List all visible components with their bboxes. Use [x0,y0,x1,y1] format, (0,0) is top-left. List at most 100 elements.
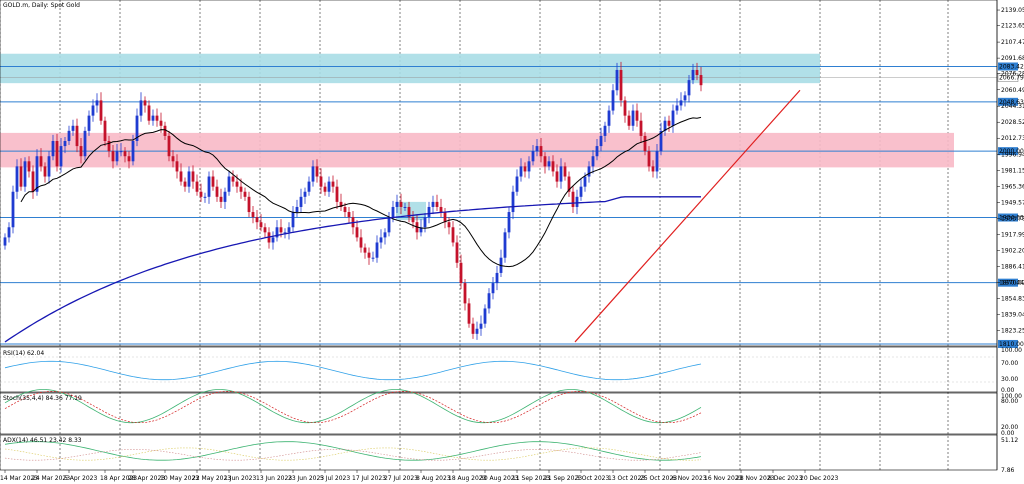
candle-body [55,141,59,167]
candle-body [19,166,23,187]
price-tick-label: 1996.94 [1001,151,1024,158]
price-zones [0,53,954,221]
candle-body [519,166,523,177]
candle-body [195,181,199,192]
price-tick-label: 1981.15 [1001,167,1024,174]
candle-body [451,227,455,243]
time-label: 13 Oct 2023 [608,475,645,482]
candle-body [679,100,683,106]
candle-body [27,161,31,172]
price-tag [998,339,1018,348]
candle-body [579,186,583,197]
candle-body [79,146,83,157]
horizontal-levels [0,65,997,345]
candle-body [687,80,691,96]
candle-body [331,181,335,187]
candle-body [43,166,47,177]
candle-body [551,161,555,172]
price-tick-label: 1933.78 [1001,215,1024,222]
candle-body [239,186,243,192]
time-label: 20 Dec 2023 [800,475,839,482]
candle-body [295,206,299,213]
candle-body [83,130,87,157]
price-tag [998,147,1018,156]
time-label: 21 Sep 2023 [544,475,582,482]
candle-body [91,105,95,116]
candle-body [443,212,447,223]
candle-body [63,141,67,147]
ma-long-line [4,196,701,343]
candle-body [311,166,315,182]
candle-body [539,146,543,157]
candle-body [575,196,579,207]
candle-body [583,176,587,187]
candle-body [219,196,223,202]
candle-body [647,151,651,167]
candle-body [115,151,119,162]
candle-body [611,90,615,111]
candle-body [407,206,411,218]
candle-body [447,222,451,228]
candle-body [475,328,479,334]
candle-body [107,141,111,152]
price-tag [997,73,1019,82]
candle-body [363,247,367,253]
candle-body [635,110,639,121]
time-label: 27 Jul 2023 [384,475,418,482]
candle-body [455,242,459,263]
candle-body [119,151,123,153]
adx-line [4,441,702,461]
pane-tick-label: 0.00 [1001,430,1015,437]
candle-body [371,257,375,259]
candle-body [7,227,11,238]
pane-tick-label: 7.86 [1001,467,1015,474]
stoch-title: Stoch(35,4,4) 84.36 77.19 [3,395,82,402]
candle-body [71,125,75,131]
candle-body [463,283,467,304]
candle-body [203,196,207,198]
pane-tick-label: 51.12 [1001,437,1018,444]
candle-body [243,191,247,197]
candle-body [655,151,659,172]
candle-body [187,171,191,187]
candle-body [175,161,179,172]
rsi-title: RSI(14) 62.04 [3,350,44,357]
price-tick-label: 1965.36 [1001,183,1024,190]
candle-body [287,227,291,233]
price-tag-label: 2048.63 [999,99,1024,106]
candle-body [327,181,331,192]
candle-body [211,176,215,187]
candle-body [395,201,399,207]
candle-body [335,186,339,202]
moving-averages [4,116,702,343]
candle-body [419,227,423,233]
candle-body [523,166,527,172]
candle-body [159,120,163,126]
time-label: 28 Nov 2023 [736,475,775,482]
candle-body [547,161,551,167]
time-label: 3 Oct 2023 [576,475,609,482]
price-tick-label: 1870.62 [1001,279,1024,286]
candle-body [527,161,531,172]
price-tick-label: 1886.41 [1001,263,1024,270]
candle-body [423,217,427,228]
candle-body [223,191,227,202]
rsi-line [4,360,702,381]
candle-body [603,125,607,136]
adx-plus-line [4,447,702,461]
candle-body [567,176,571,192]
candle-body [439,206,443,213]
candle-body [95,100,99,106]
candle-body [123,151,127,157]
candle-body [487,293,491,309]
candle-body [255,217,259,223]
price-tag [998,278,1018,287]
candle-body [507,212,511,233]
price-tag-label: 2066.79 [999,75,1024,82]
time-label: 10 May 2023 [160,475,199,482]
price-tag-label: 1870.44 [999,280,1024,287]
candle-body [191,171,195,182]
candle-body [403,206,407,208]
candle-body [695,69,699,76]
